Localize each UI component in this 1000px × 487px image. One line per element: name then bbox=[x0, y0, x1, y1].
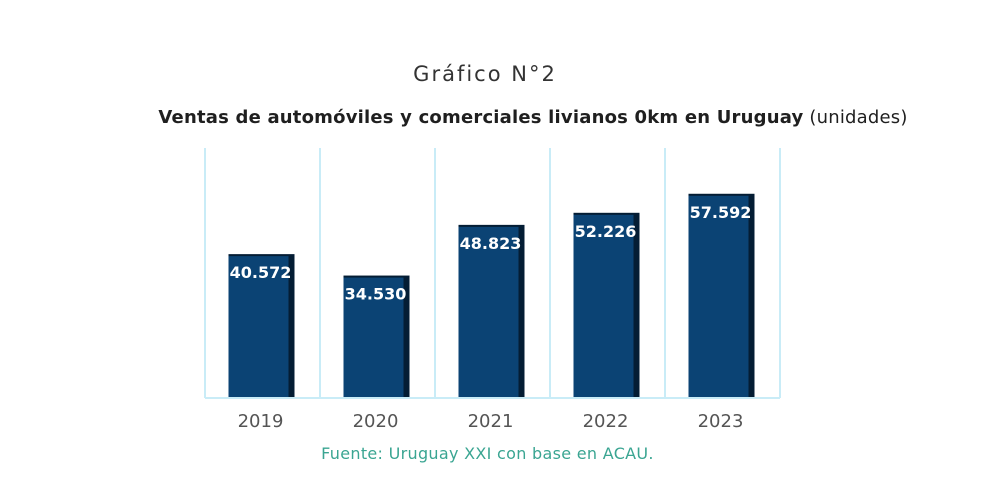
source-note: Fuente: Uruguay XXI con base en ACAU. bbox=[321, 444, 654, 463]
column-dividers bbox=[204, 148, 781, 398]
bar-value-label: 34.530 bbox=[345, 285, 407, 304]
chart-subtitle: Ventas de automóviles y comerciales livi… bbox=[0, 107, 1000, 128]
bar bbox=[228, 256, 289, 398]
chart-title: Gráfico N°2 bbox=[413, 62, 557, 86]
bar-value-label: 40.572 bbox=[230, 263, 292, 282]
x-axis-ticks: 2019 2020 2021 2022 2023 bbox=[238, 411, 744, 432]
value-labels-group: 40.572 34.530 48.823 52.226 57.592 bbox=[230, 203, 752, 304]
x-tick-label: 2020 bbox=[353, 411, 399, 432]
bar-value-label: 57.592 bbox=[690, 203, 752, 222]
bar-value-label: 52.226 bbox=[575, 222, 637, 241]
subtitle-unit: (unidades) bbox=[809, 107, 908, 128]
bar bbox=[458, 226, 519, 398]
bar bbox=[573, 214, 634, 398]
bars-group bbox=[228, 193, 755, 398]
subtitle-main: Ventas de automóviles y comerciales livi… bbox=[158, 107, 804, 128]
bar-value-label: 48.823 bbox=[460, 234, 522, 253]
bar bbox=[688, 195, 749, 398]
x-tick-label: 2021 bbox=[468, 411, 514, 432]
x-tick-label: 2019 bbox=[238, 411, 284, 432]
x-tick-label: 2022 bbox=[583, 411, 629, 432]
x-tick-label: 2023 bbox=[698, 411, 744, 432]
bar bbox=[343, 277, 404, 398]
